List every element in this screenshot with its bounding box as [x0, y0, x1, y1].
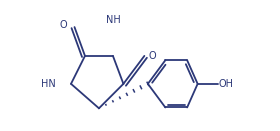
Text: O: O [149, 51, 156, 61]
Text: OH: OH [219, 79, 234, 89]
Text: O: O [59, 20, 67, 30]
Text: HN: HN [41, 79, 55, 89]
Text: NH: NH [106, 15, 120, 25]
